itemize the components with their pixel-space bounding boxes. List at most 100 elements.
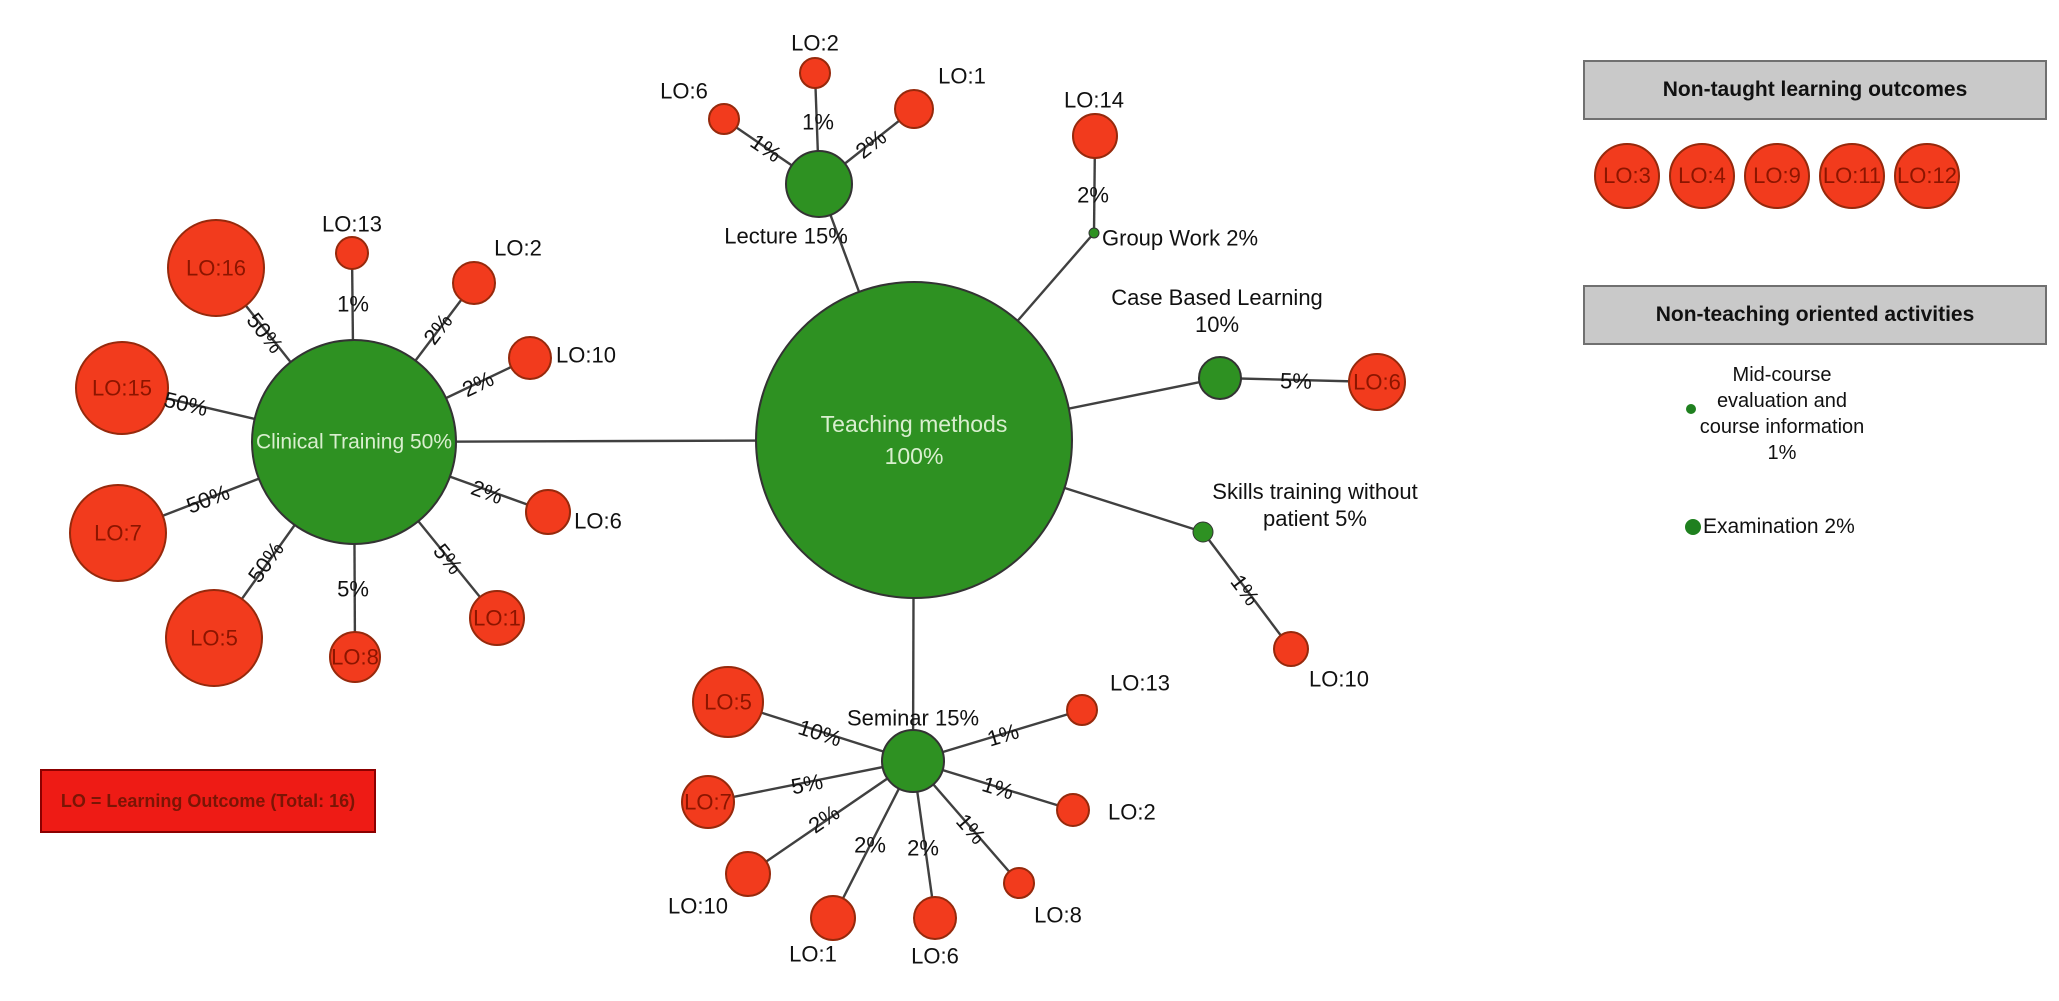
node-lec-lo2 bbox=[799, 57, 831, 89]
node-sem-lo1 bbox=[810, 895, 856, 941]
node-label-lec-lo6: LO:6 bbox=[660, 79, 708, 104]
node-cbl-lo6 bbox=[1348, 353, 1406, 411]
node-label-case-based-learning: 10% bbox=[1195, 312, 1239, 337]
node-label-teaching-methods: 100% bbox=[885, 443, 944, 469]
node-label-ct-lo10: LO:10 bbox=[556, 343, 616, 368]
edge-seminar-sem-lo7 bbox=[707, 759, 914, 804]
node-label-skills-training: Skills training without bbox=[1212, 479, 1417, 504]
edge-label-clinical-training-ct-lo2: 2% bbox=[418, 309, 457, 349]
node-seminar bbox=[881, 729, 945, 793]
edge-label-clinical-training-ct-lo6: 2% bbox=[468, 475, 506, 509]
node-label-sem-lo7: LO:7 bbox=[684, 790, 732, 815]
node-sem-lo2 bbox=[1056, 793, 1090, 827]
node-ct-lo15 bbox=[75, 341, 169, 435]
node-label-sem-lo10: LO:10 bbox=[668, 894, 728, 919]
node-clinical-training bbox=[251, 339, 457, 545]
node-label-ct-lo1: LO:1 bbox=[473, 606, 521, 631]
node-sem-lo6 bbox=[913, 896, 957, 940]
non-taught-lo-row: LO:3 LO:4 LO:9 LO:11 LO:12 bbox=[1594, 143, 1960, 209]
legend-box: LO = Learning Outcome (Total: 16) bbox=[40, 769, 376, 833]
examination-dot bbox=[1685, 519, 1701, 535]
examination-item: Examination 2% bbox=[1685, 515, 1855, 539]
edge-seminar-sem-lo10 bbox=[747, 760, 914, 875]
node-lec-lo6 bbox=[708, 103, 740, 135]
node-label-ct-lo2: LO:2 bbox=[494, 236, 542, 261]
node-sem-lo8 bbox=[1003, 867, 1035, 899]
node-sem-lo10 bbox=[725, 851, 771, 897]
node-ct-lo7 bbox=[69, 484, 167, 582]
node-lec-lo1 bbox=[894, 89, 934, 129]
edge-label-lecture-lec-lo1: 2% bbox=[851, 124, 891, 163]
node-label-ct-lo8: LO:8 bbox=[331, 645, 379, 670]
edge-skills-training-sk-lo10 bbox=[1202, 531, 1292, 650]
node-label-clinical-training: Clinical Training 50% bbox=[256, 431, 452, 454]
node-gw-lo14 bbox=[1072, 113, 1118, 159]
node-label-case-based-learning: Case Based Learning bbox=[1111, 285, 1323, 310]
node-label-teaching-methods: Teaching methods bbox=[821, 411, 1008, 437]
node-sem-lo13 bbox=[1066, 694, 1098, 726]
node-group-work bbox=[1088, 227, 1100, 239]
node-case-based-learning bbox=[1198, 356, 1242, 400]
non-teaching-header: Non-teaching oriented activities bbox=[1583, 285, 2047, 345]
node-teaching-methods bbox=[755, 281, 1073, 599]
node-label-group-work: Group Work 2% bbox=[1102, 226, 1258, 251]
node-label-lec-lo2: LO:2 bbox=[791, 31, 839, 56]
non-taught-circle-lo-12: LO:12 bbox=[1894, 143, 1960, 209]
edge-label-seminar-sem-lo7: 5% bbox=[789, 769, 825, 800]
node-label-sem-lo6: LO:6 bbox=[911, 944, 959, 969]
midcourse-dot bbox=[1686, 404, 1696, 414]
node-label-sem-lo2: LO:2 bbox=[1108, 800, 1156, 825]
node-sk-lo10 bbox=[1273, 631, 1309, 667]
node-label-seminar: Seminar 15% bbox=[847, 706, 979, 731]
edge-label-seminar-sem-lo1: 2% bbox=[854, 833, 886, 858]
examination-label: Examination 2% bbox=[1703, 515, 1855, 538]
node-sem-lo5 bbox=[692, 666, 764, 738]
non-taught-header: Non-taught learning outcomes bbox=[1583, 60, 2047, 120]
node-label-ct-lo16: LO:16 bbox=[186, 256, 246, 281]
non-taught-circle-lo-4: LO:4 bbox=[1669, 143, 1735, 209]
node-label-sem-lo5: LO:5 bbox=[704, 690, 752, 715]
node-ct-lo6 bbox=[525, 489, 571, 535]
node-label-sem-lo13: LO:13 bbox=[1110, 671, 1170, 696]
non-taught-circle-lo-3: LO:3 bbox=[1594, 143, 1660, 209]
node-sem-lo7 bbox=[681, 775, 735, 829]
node-ct-lo8 bbox=[329, 631, 381, 683]
node-label-ct-lo13: LO:13 bbox=[322, 212, 382, 237]
edge-label-clinical-training-ct-lo10: 2% bbox=[458, 366, 497, 402]
node-label-lecture: Lecture 15% bbox=[724, 224, 848, 249]
node-label-ct-lo15: LO:15 bbox=[92, 376, 152, 401]
node-skills-training bbox=[1192, 521, 1214, 543]
non-taught-circle-lo-11: LO:11 bbox=[1819, 143, 1885, 209]
node-label-sem-lo1: LO:1 bbox=[789, 942, 837, 967]
node-ct-lo16 bbox=[167, 219, 265, 317]
node-label-cbl-lo6: LO:6 bbox=[1353, 370, 1401, 395]
edge-label-lecture-lec-lo6: 1% bbox=[746, 129, 786, 168]
node-label-sem-lo8: LO:8 bbox=[1034, 903, 1082, 928]
edge-label-clinical-training-ct-lo13: 1% bbox=[337, 292, 369, 317]
node-label-ct-lo7: LO:7 bbox=[94, 521, 142, 546]
node-label-sk-lo10: LO:10 bbox=[1309, 667, 1369, 692]
non-taught-circle-lo-9: LO:9 bbox=[1744, 143, 1810, 209]
edge-label-clinical-training-ct-lo7: 50% bbox=[183, 479, 233, 518]
node-lecture bbox=[785, 150, 853, 218]
edge-label-clinical-training-ct-lo15: 50% bbox=[162, 387, 211, 421]
node-ct-lo5 bbox=[165, 589, 263, 687]
edge-label-seminar-sem-lo2: 1% bbox=[979, 771, 1017, 804]
node-ct-lo1 bbox=[469, 590, 525, 646]
node-label-skills-training: patient 5% bbox=[1263, 506, 1367, 531]
node-ct-lo2 bbox=[452, 261, 496, 305]
edge-label-seminar-sem-lo6: 2% bbox=[907, 836, 939, 861]
edge-label-lecture-lec-lo2: 1% bbox=[802, 110, 834, 135]
midcourse-label: Mid-course evaluation and course informa… bbox=[1699, 364, 1865, 464]
node-ct-lo13 bbox=[335, 236, 369, 270]
edge-label-clinical-training-ct-lo8: 5% bbox=[337, 577, 369, 602]
edge-label-seminar-sem-lo13: 1% bbox=[984, 718, 1022, 751]
edge-label-seminar-sem-lo5: 10% bbox=[795, 714, 845, 751]
node-label-gw-lo14: LO:14 bbox=[1064, 88, 1124, 113]
node-label-ct-lo6: LO:6 bbox=[574, 509, 622, 534]
node-label-lec-lo1: LO:1 bbox=[938, 64, 986, 89]
node-ct-lo10 bbox=[508, 336, 552, 380]
edge-label-case-based-learning-cbl-lo6: 5% bbox=[1280, 368, 1312, 394]
